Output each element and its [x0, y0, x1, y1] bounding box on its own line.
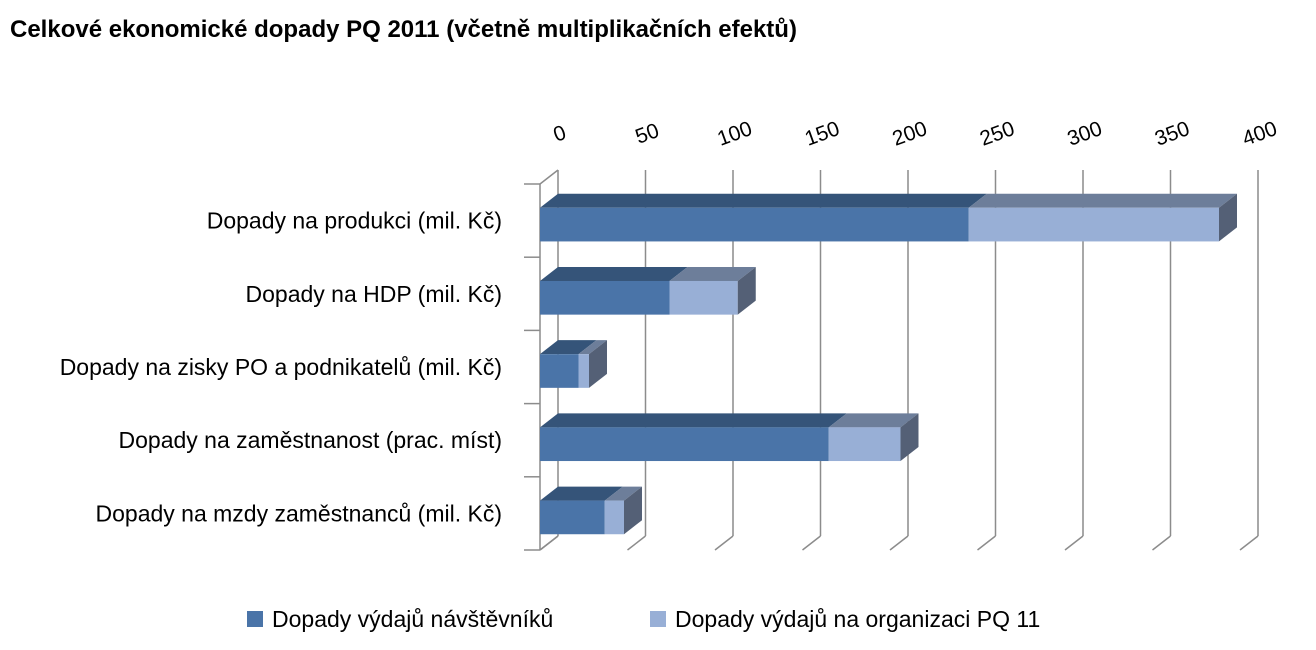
axis-layer: 0 50 100 150 200 250 300 350 400 Dopady na produk…: [60, 117, 1280, 551]
floor-gridline: [1239, 535, 1259, 551]
x-tick-label: 400: [1239, 117, 1280, 151]
bar-segment: [578, 340, 607, 388]
bar-segment: [540, 266, 688, 315]
bar-segment: [968, 193, 1237, 242]
bar-top-face: [578, 340, 607, 355]
legend: Dopady výdajů návštěvníků Dopady výdajů n…: [247, 606, 1040, 632]
bar-top-face: [669, 266, 756, 281]
legend-swatch: [247, 611, 263, 627]
floor-gridline: [627, 535, 646, 551]
category-label: Dopady na zisky PO a podnikatelů (mil. K…: [60, 354, 502, 380]
bar-top-face: [968, 193, 1237, 208]
x-tick-label: 250: [977, 117, 1018, 151]
floor-gridline: [802, 535, 821, 551]
bar-segment: [604, 486, 642, 535]
bar-front-face: [540, 354, 579, 388]
bar-top-face: [540, 413, 847, 428]
chart-title: Celkové ekonomické dopady PQ 2011 (včetn…: [10, 16, 797, 43]
bar-front-face: [540, 500, 605, 535]
bar-top-face: [828, 413, 919, 428]
bar-front-face: [604, 500, 624, 535]
bar-front-face: [828, 427, 901, 462]
x-tick-label: 100: [714, 117, 755, 151]
bar-layer: [540, 193, 1237, 535]
floor-gridline: [1064, 535, 1084, 551]
bar-front-face: [669, 280, 738, 315]
bar-segment: [540, 193, 987, 242]
bar-front-face: [968, 207, 1219, 242]
bar-side-face: [737, 266, 756, 315]
legend-item: Dopady výdajů na organizaci PQ 11: [650, 606, 1040, 632]
bar-top-face: [540, 266, 688, 281]
legend-item: Dopady výdajů návštěvníků: [247, 606, 553, 632]
bar-segment: [540, 413, 847, 462]
bar-segment: [540, 486, 623, 535]
bar-side-face: [1219, 193, 1237, 242]
x-tick-label: 50: [632, 119, 662, 149]
x-tick-label: 150: [802, 117, 843, 151]
bar-front-face: [540, 427, 829, 462]
floor-gridline: [714, 535, 734, 551]
category-axis-depth-top: [539, 169, 559, 185]
floor-gridline: [977, 535, 996, 551]
floor-gridline: [1152, 535, 1171, 551]
legend-label: Dopady výdajů návštěvníků: [272, 606, 553, 632]
x-tick-label: 350: [1152, 117, 1193, 151]
bar-top-face: [540, 193, 987, 208]
bar-top-face: [540, 486, 623, 501]
category-label: Dopady na zaměstnanost (prac. míst): [119, 427, 503, 453]
bar-front-face: [540, 207, 969, 242]
bar-front-face: [540, 280, 670, 315]
bar-segment: [669, 266, 756, 315]
x-tick-label: 300: [1064, 117, 1105, 151]
category-axis-depth-bottom: [539, 535, 559, 551]
bar-side-face: [589, 340, 607, 388]
category-label: Dopady na mzdy zaměstnanců (mil. Kč): [96, 500, 503, 526]
floor-gridline: [889, 535, 909, 551]
bar-top-face: [540, 340, 597, 355]
legend-label: Dopady výdajů na organizaci PQ 11: [675, 606, 1040, 632]
bar-side-face: [900, 413, 919, 462]
bar-segment: [540, 340, 597, 388]
legend-swatch: [650, 611, 666, 627]
x-tick-label: 200: [889, 117, 930, 151]
bar-top-face: [604, 486, 642, 501]
bar-side-face: [624, 486, 642, 535]
category-label: Dopady na produkci (mil. Kč): [207, 208, 502, 234]
category-label: Dopady na HDP (mil. Kč): [246, 281, 503, 307]
bar-segment: [828, 413, 919, 462]
bar-front-face: [578, 354, 589, 388]
x-tick-label: 0: [550, 121, 569, 147]
